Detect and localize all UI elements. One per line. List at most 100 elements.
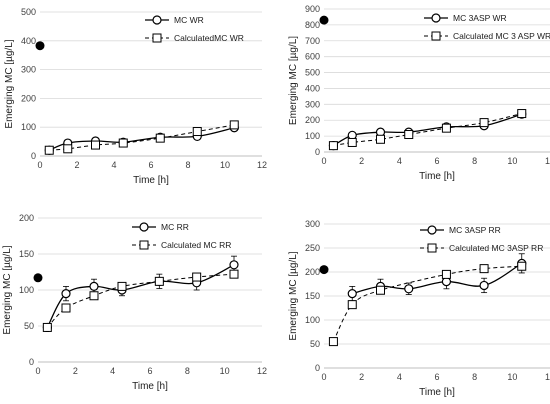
x-tick-label: 8 xyxy=(185,160,190,170)
series-line xyxy=(46,273,235,328)
data-point-square xyxy=(441,123,451,133)
legend-label: MC RR xyxy=(161,222,189,232)
data-point-square xyxy=(229,120,239,130)
legend-marker xyxy=(152,15,162,25)
legend-label: Calculated MC 3 ASP WR xyxy=(453,31,550,41)
x-axis-label: Time [h] xyxy=(133,175,169,186)
legend-marker xyxy=(152,33,162,43)
legend-label: Calculated MC 3ASP RR xyxy=(449,243,543,253)
y-tick-label: 200 xyxy=(305,267,320,277)
y-tick-label: 500 xyxy=(21,7,36,17)
data-point-square xyxy=(479,118,489,128)
x-tick-label: 8 xyxy=(472,372,477,382)
x-tick-label: 10 xyxy=(507,372,517,382)
data-point-square xyxy=(117,281,127,291)
data-point-square xyxy=(229,269,239,279)
data-point-circle xyxy=(404,284,414,294)
y-axis-label: Emerging MC [µg/L] xyxy=(4,39,15,128)
x-tick-label: 0 xyxy=(37,160,42,170)
y-tick-label: 200 xyxy=(19,213,34,223)
data-point-circle xyxy=(229,260,239,270)
x-tick-label: 4 xyxy=(397,156,402,166)
y-tick-label: 200 xyxy=(305,115,320,125)
legend-label: Calculated MC RR xyxy=(161,240,231,250)
y-tick-label: 250 xyxy=(305,243,320,253)
y-tick-label: 500 xyxy=(305,68,320,78)
x-tick-label: 6 xyxy=(148,160,153,170)
data-point-circle xyxy=(347,289,357,299)
y-axis-label: Emerging MC [µg/L] xyxy=(288,36,299,125)
legend-marker xyxy=(431,13,441,23)
initial-point xyxy=(319,15,329,25)
x-tick-label: 12 xyxy=(257,366,267,376)
y-tick-label: 50 xyxy=(310,339,320,349)
data-point-square xyxy=(192,127,202,137)
legend-marker xyxy=(139,240,149,250)
data-point-square xyxy=(42,322,52,332)
data-point-square xyxy=(44,145,54,155)
data-point-square xyxy=(376,285,385,295)
chart-panel-3: 0 50 100 150 200 0 2 4 6 8 10 12 Time [h] Emerging MC… xyxy=(2,213,267,392)
y-tick-label: 100 xyxy=(21,122,36,132)
x-tick-label: 10 xyxy=(220,366,230,376)
y-tick-label: 800 xyxy=(305,20,320,30)
data-point-square xyxy=(376,134,385,144)
chart-panel-1: 0 100 200 300 400 500 0 2 4 6 8 10 12 Time [h] Emergin… xyxy=(4,7,267,186)
y-axis-label: Emerging MC [µg/L] xyxy=(288,251,299,340)
y-tick-label: 100 xyxy=(305,315,320,325)
data-point-circle xyxy=(479,280,489,291)
data-point-square xyxy=(441,269,451,279)
initial-point xyxy=(319,265,329,275)
y-tick-label: 50 xyxy=(24,321,34,331)
data-point-square xyxy=(479,264,489,274)
series-line xyxy=(49,127,235,151)
x-axis-label: Time [h] xyxy=(419,387,455,398)
x-tick-label: 4 xyxy=(110,366,115,376)
y-tick-label: 200 xyxy=(21,93,36,103)
y-tick-label: 100 xyxy=(305,131,320,141)
x-axis-label: Time [h] xyxy=(132,381,168,392)
y-tick-label: 300 xyxy=(305,99,320,109)
x-tick-label: 12 xyxy=(545,156,550,166)
initial-point xyxy=(33,273,43,283)
y-tick-label: 400 xyxy=(21,36,36,46)
x-tick-label: 2 xyxy=(359,372,364,382)
x-tick-label: 12 xyxy=(545,372,550,382)
data-point-square xyxy=(192,272,202,282)
initial-point xyxy=(35,41,45,51)
x-tick-label: 4 xyxy=(397,372,402,382)
chart-panel-2: 0 100 200 300 400 500 600 700 800 900 0 2 4 6 8 10 12 Tim… xyxy=(288,4,550,182)
data-point-square xyxy=(347,137,357,147)
y-tick-label: 0 xyxy=(31,151,36,161)
y-tick-label: 300 xyxy=(21,65,36,75)
data-point-square xyxy=(89,291,99,301)
y-tick-label: 400 xyxy=(305,83,320,93)
data-point-square xyxy=(155,133,165,143)
data-point-square xyxy=(347,300,357,310)
legend-marker xyxy=(139,222,149,232)
x-tick-label: 2 xyxy=(73,366,78,376)
y-tick-label: 0 xyxy=(315,147,320,157)
y-axis-label: Emerging MC [µg/L] xyxy=(2,245,13,334)
x-tick-label: 12 xyxy=(257,160,267,170)
x-axis-label: Time [h] xyxy=(419,171,455,182)
data-point-circle xyxy=(89,281,99,291)
legend-label: MC WR xyxy=(174,15,204,25)
legend-label: MC 3ASP WR xyxy=(453,13,507,23)
data-point-square xyxy=(63,144,73,154)
x-tick-label: 6 xyxy=(434,372,439,382)
legend-marker xyxy=(431,31,441,41)
x-tick-label: 6 xyxy=(147,366,152,376)
x-tick-label: 0 xyxy=(321,156,326,166)
x-tick-label: 2 xyxy=(74,160,79,170)
data-point-square xyxy=(517,261,527,271)
legend-label: CalculatedMC WR xyxy=(174,33,244,43)
x-tick-label: 10 xyxy=(507,156,517,166)
series-line xyxy=(46,264,235,328)
legend-marker xyxy=(427,243,437,253)
x-tick-label: 8 xyxy=(185,366,190,376)
series-line xyxy=(49,124,235,151)
y-tick-label: 700 xyxy=(305,36,320,46)
legend-label: MC 3ASP RR xyxy=(449,225,501,235)
